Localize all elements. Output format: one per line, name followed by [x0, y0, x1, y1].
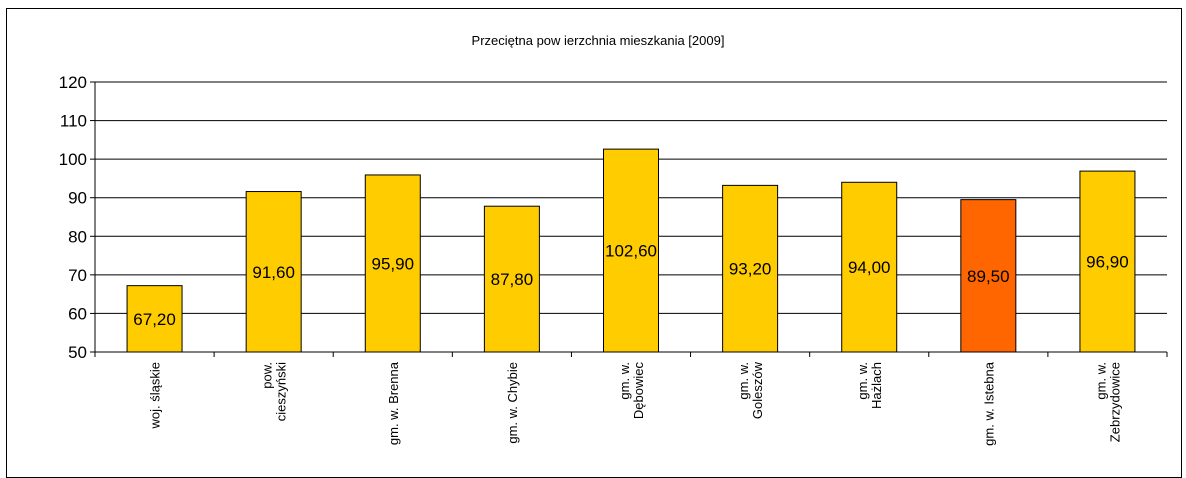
x-tick-label: gm. w. Hażlach: [855, 362, 884, 409]
data-label: 96,90: [1086, 253, 1129, 272]
bar: [841, 181, 898, 353]
x-axis-tick-labels: woj. śląskie pow. cieszyński gm. w. Brenna g…: [148, 361, 1123, 446]
y-tick-label: 60: [68, 304, 87, 323]
y-tick-label: 120: [59, 73, 87, 92]
x-tick-label-line: gm. w.: [1093, 362, 1108, 400]
bar: [1079, 170, 1136, 353]
data-label: 87,80: [491, 270, 534, 289]
y-tick-label: 80: [68, 227, 87, 246]
x-tick-label: gm. w. Brenna: [386, 361, 401, 445]
data-label: 95,90: [372, 254, 415, 273]
bars: [126, 148, 1136, 353]
x-tick-label-line: gm. w.: [617, 362, 632, 400]
bar: [603, 148, 659, 353]
data-label: 89,50: [967, 267, 1010, 286]
bar: [245, 191, 302, 353]
bar: [364, 174, 421, 353]
data-labels: 67,20 91,60 95,90 87,80 102,60 93,20 94,00 89,5…: [133, 242, 1128, 329]
data-label: 102,60: [605, 242, 657, 261]
data-label: 94,00: [848, 258, 891, 277]
x-tick-label-line: gm. w. Istebna: [981, 361, 996, 446]
y-tick-label: 50: [68, 343, 87, 362]
x-tick-label: gm. w. Chybie: [505, 362, 520, 444]
x-tick-label: gm. w. Dębowiec: [617, 362, 646, 420]
axes: 50 60 70 80 90 100 110 120: [59, 73, 1168, 362]
data-label: 67,20: [133, 310, 176, 329]
x-tick-label-line: gm. w. Chybie: [505, 362, 520, 444]
x-tick-label-line: Dębowiec: [631, 362, 646, 420]
data-label: 91,60: [252, 263, 295, 282]
x-tick-label-line: Goleszów: [750, 361, 765, 419]
chart-title: Przeciętna pow ierzchnia mieszkania [200…: [472, 33, 725, 48]
bar: [722, 184, 779, 353]
x-tick-label: gm. w. Zebrzydowice: [1093, 362, 1122, 442]
x-tick-label-line: Hażlach: [869, 362, 884, 409]
y-tick-label: 90: [68, 189, 87, 208]
x-tick-label: pow. cieszyński: [260, 362, 289, 421]
x-tick-label-line: gm. w. Brenna: [386, 361, 401, 445]
y-tick-label: 100: [59, 150, 87, 169]
data-label: 93,20: [729, 260, 772, 279]
y-tick-label: 70: [68, 266, 87, 285]
x-tick-label-line: gm. w.: [736, 362, 751, 400]
x-tick-label-line: pow.: [260, 362, 275, 389]
x-tick-label-line: Zebrzydowice: [1107, 362, 1122, 442]
x-tick-label-line: cieszyński: [274, 362, 289, 421]
bar: [483, 205, 540, 353]
y-tick-label: 110: [60, 112, 87, 131]
x-tick-label-line: gm. w.: [855, 362, 870, 400]
x-tick-label-line: woj. śląskie: [148, 362, 163, 429]
x-tick-label: gm. w. Goleszów: [736, 361, 765, 419]
x-tick-label: woj. śląskie: [148, 362, 163, 429]
bar: [126, 285, 183, 353]
x-tick-label: gm. w. Istebna: [981, 361, 996, 446]
